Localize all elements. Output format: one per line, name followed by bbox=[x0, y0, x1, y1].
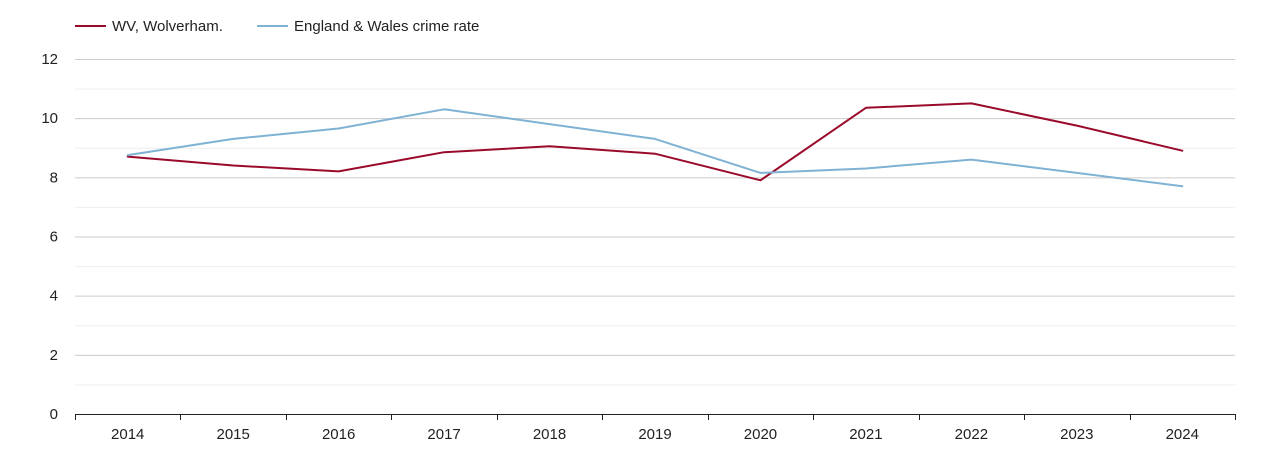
x-tick-label: 2023 bbox=[1060, 426, 1093, 443]
x-tick-label: 2024 bbox=[1166, 426, 1199, 443]
x-tick-label: 2018 bbox=[533, 426, 566, 443]
legend-label-series-0: WV, Wolverham. bbox=[112, 18, 223, 35]
series-line-1 bbox=[126, 108, 1184, 188]
x-tick-label: 2015 bbox=[216, 426, 249, 443]
x-tick-label: 2019 bbox=[638, 426, 671, 443]
series-line-0 bbox=[126, 102, 1184, 182]
x-tick-label: 2014 bbox=[111, 426, 144, 443]
series-group bbox=[126, 102, 1184, 188]
legend: WV, Wolverham. England & Wales crime rat… bbox=[75, 18, 479, 35]
y-tick-label: 10 bbox=[41, 110, 58, 127]
legend-item-series-1: England & Wales crime rate bbox=[257, 18, 479, 35]
y-tick-label: 4 bbox=[50, 288, 58, 305]
x-tick-label: 2022 bbox=[955, 426, 988, 443]
x-axis: 2014 2015 2016 2017 2018 2019 2020 2021 2022 2023… bbox=[75, 414, 1236, 443]
x-tick-label: 2020 bbox=[744, 426, 777, 443]
y-tick-label: 8 bbox=[50, 169, 58, 186]
y-tick-label: 12 bbox=[41, 51, 58, 68]
grid bbox=[75, 59, 1235, 386]
legend-item-series-0: WV, Wolverham. bbox=[75, 18, 223, 35]
y-axis: 0 2 4 6 8 10 12 bbox=[41, 51, 58, 423]
y-tick-label: 2 bbox=[50, 347, 58, 364]
x-tick-label: 2016 bbox=[322, 426, 355, 443]
legend-label-series-1: England & Wales crime rate bbox=[294, 18, 479, 35]
y-tick-label: 0 bbox=[50, 406, 58, 423]
x-tick-label: 2017 bbox=[427, 426, 460, 443]
y-tick-label: 6 bbox=[50, 229, 58, 246]
x-tick-label: 2021 bbox=[849, 426, 882, 443]
